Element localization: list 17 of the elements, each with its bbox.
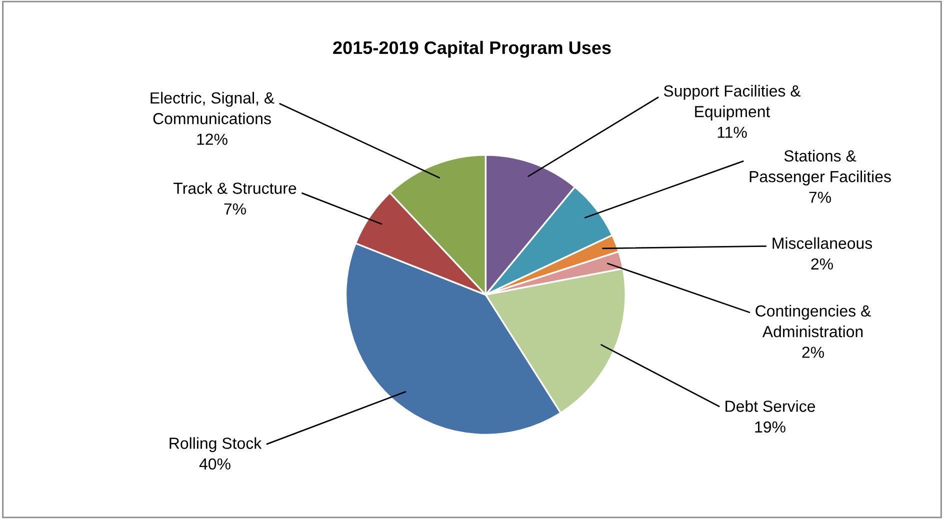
data-label: 2% (802, 346, 824, 358)
data-label: 40% (199, 458, 230, 470)
chart-title: 2015-2019 Capital Program Uses (333, 40, 611, 58)
slice-label: Support Facilities & Equipment (664, 84, 801, 120)
slice-label: Rolling Stock (170, 437, 262, 452)
data-label: 2% (811, 258, 833, 270)
slice-label: Debt Service (726, 400, 816, 412)
data-label: 7% (224, 203, 246, 215)
slice-label: Contingencies & Administration (756, 304, 871, 338)
data-label: 11% (718, 126, 747, 138)
data-label: 7% (809, 192, 831, 203)
data-label: 12% (197, 134, 228, 145)
slice-label: Track & Structure (174, 182, 296, 194)
data-label: 19% (755, 421, 786, 433)
slice-label: Miscellaneous (772, 237, 872, 249)
slice-label: Stations & Passenger Facilities (750, 150, 891, 186)
slice-label: Electric, Signal, & Communications (150, 92, 274, 124)
